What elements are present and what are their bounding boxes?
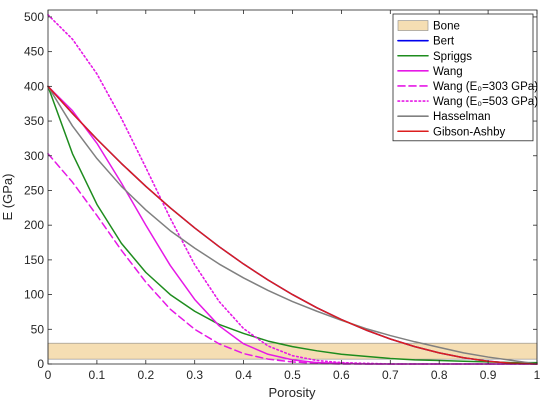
legend-label: Wang <box>433 66 463 78</box>
legend-label: Bone <box>433 21 460 33</box>
legend-box <box>392 13 534 142</box>
series-line-6 <box>47 85 538 365</box>
x-tick-label: 0.6 <box>333 368 350 382</box>
x-axis-label: Porosity <box>269 385 316 400</box>
legend-label: Bert <box>433 36 455 48</box>
x-tick-label: 0.1 <box>89 368 106 382</box>
x-tick-label: 0.7 <box>382 368 399 382</box>
y-axis-label: E (GPa) <box>0 174 15 221</box>
legend-label: Hasselman <box>433 111 491 123</box>
y-tick-label: 100 <box>24 288 44 302</box>
x-tick-label: 0.4 <box>235 368 252 382</box>
y-tick-label: 500 <box>24 10 44 24</box>
y-tick-label: 200 <box>24 218 44 232</box>
y-tick-label: 0 <box>37 357 44 371</box>
legend: Bone Bert Spriggs Wang Wang (E₀=303 GPa) Wang… <box>392 13 538 142</box>
y-tick-label: 300 <box>24 149 44 163</box>
x-tick-label: 0.2 <box>137 368 154 382</box>
legend-label: Gibson-Ashby <box>433 126 505 138</box>
y-tick-label: 450 <box>24 45 44 59</box>
y-tick-label: 50 <box>31 322 45 336</box>
legend-label: Spriggs <box>433 51 472 63</box>
legend-swatch-band <box>397 20 429 31</box>
x-tick-label: 1 <box>534 368 541 382</box>
band-layer <box>47 342 538 360</box>
series-line-5 <box>47 85 538 365</box>
x-tick-label: 0.3 <box>186 368 203 382</box>
x-tick-label: 0.5 <box>284 368 301 382</box>
y-tick-label: 350 <box>24 114 44 128</box>
legend-label: Wang (E₀=303 GPa) <box>433 81 538 93</box>
series-line-1 <box>47 85 538 364</box>
y-tick-label: 250 <box>24 183 44 197</box>
bone-band <box>47 342 538 360</box>
y-tick-label: 400 <box>24 79 44 93</box>
axes-layer: 0 0.1 0.2 0.3 0.4 0.5 0.6 0.7 0.8 0.9 1 0 50 100 150 20… <box>24 9 541 382</box>
legend-label: Wang (E₀=503 GPa) <box>433 96 538 108</box>
x-tick-label: 0.8 <box>431 368 448 382</box>
x-tick-label: 0 <box>45 368 52 382</box>
x-tick-label: 0.9 <box>480 368 497 382</box>
y-tick-label: 150 <box>24 253 44 267</box>
